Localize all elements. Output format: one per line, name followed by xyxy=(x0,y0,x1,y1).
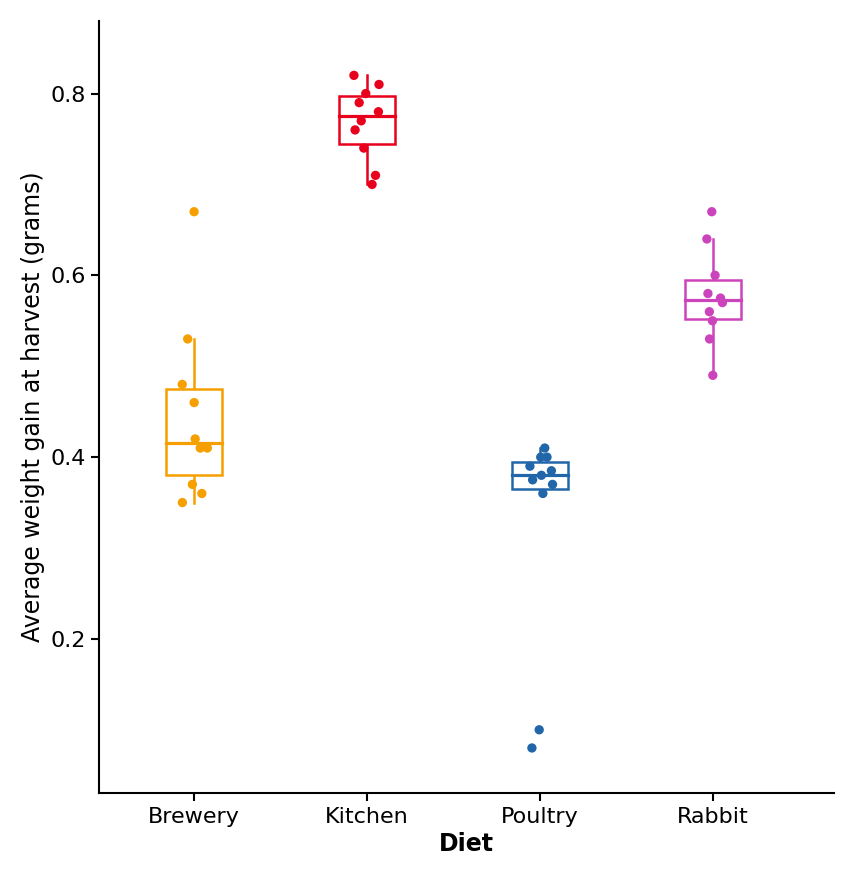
Point xyxy=(195,487,209,501)
Point xyxy=(536,487,550,501)
Point xyxy=(705,314,719,328)
Point xyxy=(193,441,207,455)
Point xyxy=(200,441,214,455)
Point xyxy=(533,723,546,737)
Y-axis label: Average weight gain at harvest (grams): Average weight gain at harvest (grams) xyxy=(21,172,44,643)
Point xyxy=(545,477,559,491)
Point xyxy=(701,287,715,301)
Bar xyxy=(686,280,740,318)
Bar xyxy=(167,389,221,475)
Point xyxy=(365,177,379,191)
Point xyxy=(188,431,202,446)
Point xyxy=(538,441,551,455)
Point xyxy=(716,296,729,310)
Point xyxy=(186,477,199,491)
Bar xyxy=(512,461,568,489)
Point xyxy=(703,332,716,346)
Point xyxy=(714,291,728,305)
X-axis label: Diet: Diet xyxy=(439,832,494,856)
Point xyxy=(372,104,386,118)
Point xyxy=(369,168,382,182)
Point xyxy=(175,377,189,391)
Point xyxy=(540,450,554,464)
Point xyxy=(534,450,547,464)
Point xyxy=(703,304,716,318)
Point xyxy=(545,464,558,478)
Point xyxy=(357,141,370,155)
Point xyxy=(187,204,201,218)
Point xyxy=(526,473,540,487)
Point xyxy=(187,396,201,410)
Point xyxy=(706,368,720,382)
Point xyxy=(525,741,539,755)
Point xyxy=(372,77,386,91)
Point xyxy=(705,204,718,218)
Point xyxy=(708,268,722,282)
Point xyxy=(534,468,548,482)
Point xyxy=(175,496,189,510)
Point xyxy=(523,460,537,474)
Point xyxy=(352,96,366,110)
Point xyxy=(347,68,361,82)
Bar xyxy=(339,96,395,144)
Point xyxy=(354,114,368,128)
Point xyxy=(359,87,373,101)
Point xyxy=(348,123,362,137)
Point xyxy=(700,232,714,246)
Point xyxy=(181,332,195,346)
